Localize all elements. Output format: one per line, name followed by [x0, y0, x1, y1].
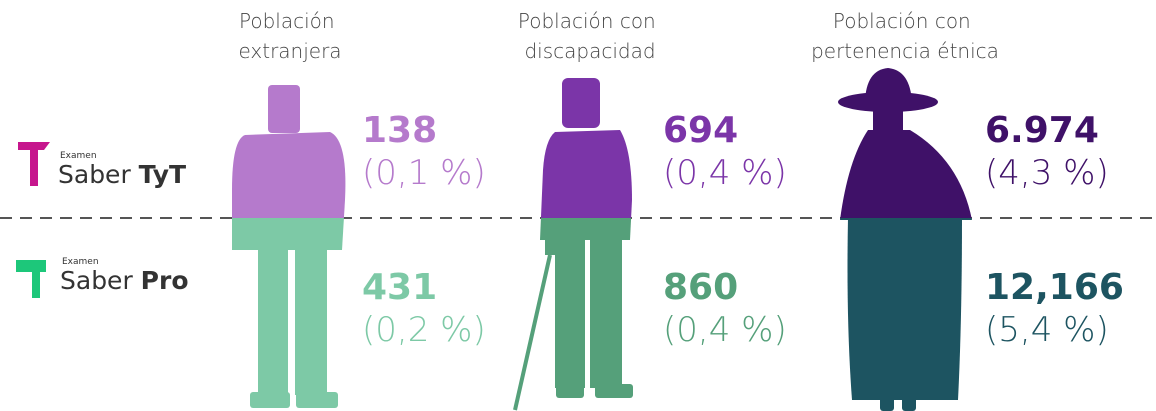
percent: (0,4 %) — [663, 310, 787, 350]
silhouette-foreign — [232, 85, 345, 408]
infographic: Población extranjera Población con disca… — [0, 0, 1156, 411]
column-header: Población extranjera — [238, 9, 341, 63]
percent: (0,2 %) — [362, 310, 486, 350]
exam-name: Saber TyT — [58, 160, 186, 189]
exam-name: Saber Pro — [60, 266, 189, 295]
percent: (0,1 %) — [362, 153, 486, 193]
percent: (5,4 %) — [985, 310, 1109, 350]
value: 12,166 — [985, 267, 1124, 308]
value: 6.974 — [985, 110, 1099, 151]
column-header: Población con discapacidad — [518, 9, 662, 63]
value: 431 — [362, 267, 437, 308]
value: 694 — [663, 110, 738, 151]
value: 138 — [362, 110, 437, 151]
silhouette-ethnic — [838, 68, 972, 411]
percent: (0,4 %) — [663, 153, 787, 193]
percent: (4,3 %) — [985, 153, 1109, 193]
silhouette-disability — [515, 78, 633, 410]
logo-pro: Examen Saber Pro — [16, 257, 189, 298]
column-header: Población con pertenencia étnica — [811, 9, 999, 63]
value: 860 — [663, 267, 738, 308]
logo-tyt: Examen Saber TyT — [18, 142, 186, 189]
